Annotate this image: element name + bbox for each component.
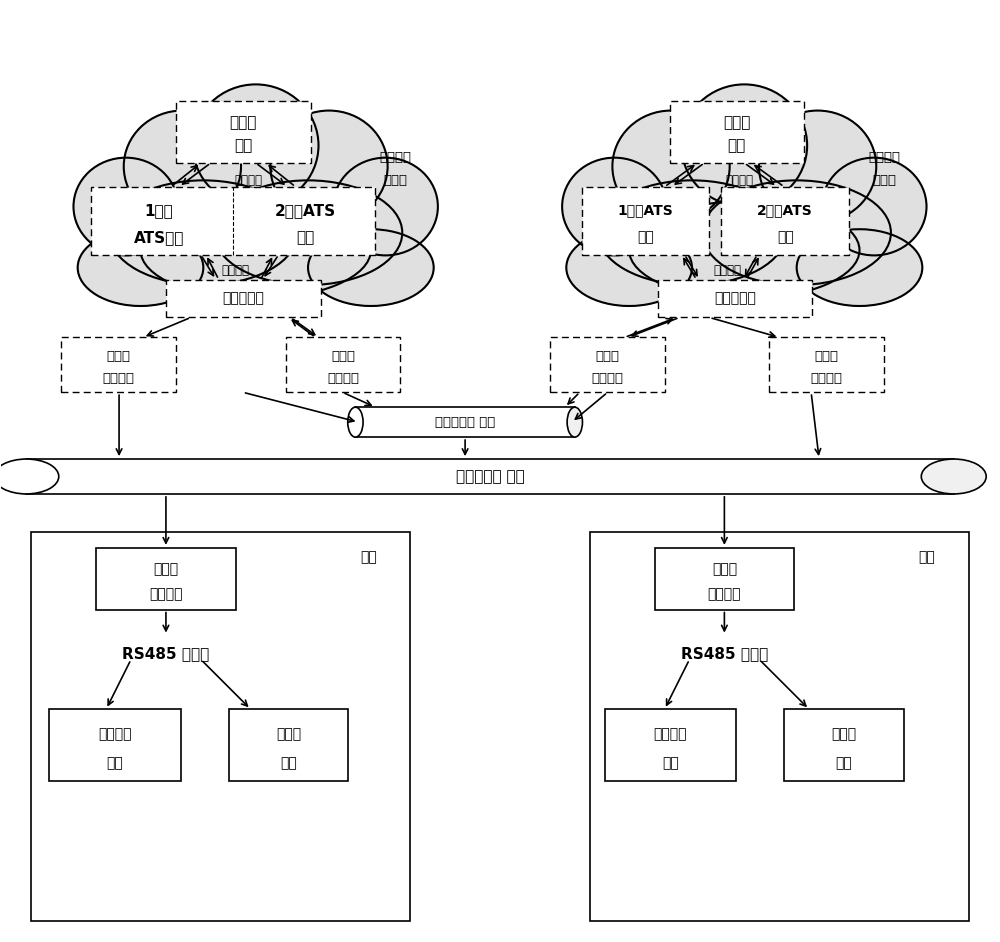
Text: 虚拟网络: 虚拟网络 [222,264,250,277]
Text: 车站现地: 车站现地 [654,727,687,741]
Ellipse shape [702,180,891,285]
Text: 传输设备: 传输设备 [811,372,843,385]
Bar [550,337,665,392]
Text: 云平台: 云平台 [872,174,896,187]
Bar [96,547,236,609]
Text: 线网级: 线网级 [595,350,619,363]
Text: 传输设备: 传输设备 [708,587,741,601]
Text: RS485 以太网: RS485 以太网 [681,646,768,661]
Ellipse shape [797,229,922,306]
Text: 线路级: 线路级 [153,562,178,577]
Text: 虚拟网络: 虚拟网络 [713,264,741,277]
Bar [176,101,311,163]
Text: 主用中心: 主用中心 [379,152,411,165]
Text: ATS系统: ATS系统 [134,230,184,245]
Text: 云桌面: 云桌面 [276,727,301,741]
Ellipse shape [629,202,859,299]
Bar [590,532,969,920]
Bar [61,337,176,392]
Bar [166,280,320,317]
Ellipse shape [921,459,986,494]
Ellipse shape [78,229,203,306]
Text: 云桌面: 云桌面 [831,727,857,741]
Text: 线路级: 线路级 [712,562,737,577]
Bar [31,532,410,920]
Ellipse shape [681,85,807,206]
Ellipse shape [348,407,363,437]
Text: 传输设备: 传输设备 [327,372,359,385]
Text: 2号线ATS: 2号线ATS [757,203,813,218]
Ellipse shape [759,110,876,222]
Text: 1号线: 1号线 [145,203,173,218]
Text: 系统: 系统 [637,231,654,245]
Text: 车站: 车站 [360,550,377,563]
Text: 2号线ATS: 2号线ATS [275,203,336,218]
Text: 虚拟网络: 虚拟网络 [725,174,753,187]
Ellipse shape [141,202,371,299]
Ellipse shape [73,157,178,255]
Ellipse shape [124,110,241,222]
Ellipse shape [598,180,786,285]
Ellipse shape [566,229,692,306]
Bar [355,407,575,437]
Bar [91,187,375,254]
Bar [49,709,181,781]
Bar [286,337,400,392]
Text: 线网级传输 网络: 线网级传输 网络 [435,415,495,429]
Text: 云平台: 云平台 [383,174,407,187]
Text: 虚拟网络: 虚拟网络 [235,174,263,187]
Ellipse shape [0,459,59,494]
Text: 核心交换机: 核心交换机 [222,291,264,305]
Text: 存储: 存储 [234,138,252,154]
Text: 线路级: 线路级 [815,350,839,363]
Text: 终端: 终端 [836,756,852,771]
Bar [658,280,812,317]
Text: 车站现地: 车站现地 [98,727,132,741]
Text: 传输设备: 传输设备 [149,587,183,601]
Text: 线网级: 线网级 [331,350,355,363]
Ellipse shape [193,85,319,206]
Text: 线路级传输 网络: 线路级传输 网络 [456,469,524,484]
Text: 传输设备: 传输设备 [591,372,623,385]
Bar [655,547,794,609]
Ellipse shape [308,229,434,306]
Text: 传输设备: 传输设备 [103,372,135,385]
Bar [26,459,954,494]
Text: 共享云: 共享云 [230,115,257,130]
Ellipse shape [612,110,730,222]
Bar [721,187,849,254]
Text: 存储: 存储 [728,138,746,154]
Ellipse shape [567,407,582,437]
Ellipse shape [562,157,667,255]
Text: 线路级: 线路级 [107,350,131,363]
Bar [582,187,709,254]
Bar [784,709,904,781]
Text: 设备: 设备 [662,756,679,771]
Text: 核心交换机: 核心交换机 [714,291,756,305]
Bar [229,709,348,781]
Ellipse shape [822,157,927,255]
Text: 系统: 系统 [777,231,794,245]
Text: 设备: 设备 [107,756,123,771]
Ellipse shape [333,157,438,255]
Bar [605,709,736,781]
Bar [769,337,884,392]
Text: 终端: 终端 [280,756,297,771]
Text: 1号线ATS: 1号线ATS [618,203,673,218]
Text: 共享云: 共享云 [723,115,751,130]
Ellipse shape [270,110,388,222]
Ellipse shape [109,180,298,285]
Text: 系统: 系统 [296,230,315,245]
Bar [670,101,804,163]
Text: 车站: 车站 [918,550,935,563]
Ellipse shape [214,180,402,285]
Text: RS485 以太网: RS485 以太网 [122,646,210,661]
Text: 备用中心: 备用中心 [868,152,900,165]
